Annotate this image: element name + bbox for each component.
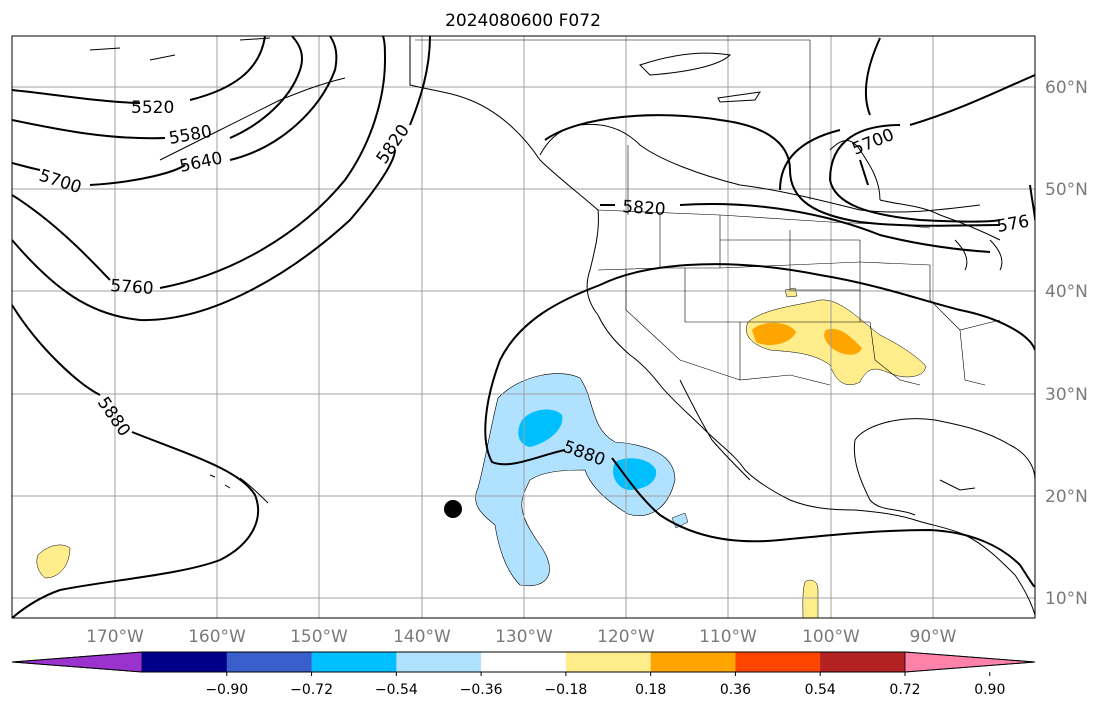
colorbar-tick-label: −0.72: [290, 682, 333, 698]
lon-label: 90°W: [910, 627, 957, 647]
political-borders: [415, 39, 1001, 386]
colorbar-tick-label: 0.18: [635, 682, 666, 698]
lon-label: 170°W: [86, 627, 144, 647]
colorbar-segment: [396, 652, 482, 672]
colorbar-segment: [311, 652, 397, 672]
lat-label: 50°N: [1045, 180, 1088, 200]
colorbar-tick-label: 0.36: [720, 682, 751, 698]
colorbar-segment: [565, 652, 652, 672]
colorbar-segment: [142, 652, 228, 672]
figure-title: 2024080600 F072: [445, 11, 601, 31]
storm-position-marker: [444, 500, 462, 518]
lon-label: 100°W: [802, 627, 860, 647]
lat-label: 10°N: [1045, 589, 1088, 609]
latitude-labels: 60°N 50°N 40°N 30°N 20°N 10°N: [1045, 78, 1088, 609]
contour-label: 5880: [93, 393, 134, 440]
contour-label: 5700: [849, 125, 897, 160]
lat-label: 40°N: [1045, 282, 1088, 302]
contour-label: 576: [995, 212, 1030, 237]
height-contours: [12, 36, 1035, 618]
contour-label: 5760: [110, 276, 155, 299]
contour-label: 5700: [36, 166, 83, 198]
colorbar-tick-label: −0.36: [460, 682, 503, 698]
plot-frame: [11, 35, 1036, 619]
contour-label: 5580: [167, 122, 213, 149]
colorbar-tick-label: 0.72: [889, 682, 920, 698]
colorbar-tick-label: 0.90: [974, 682, 1005, 698]
negative-anomaly-region: [475, 373, 689, 587]
lon-label: 150°W: [290, 627, 348, 647]
lon-label: 110°W: [699, 627, 757, 647]
colorbar-tick-label: −0.18: [544, 682, 587, 698]
colorbar-extend-high: [904, 651, 1036, 673]
colorbar: −0.90 −0.72 −0.54 −0.36 −0.18 0.18 0.36 0.54 0.7…: [11, 651, 1036, 698]
colorbar-segment: [226, 652, 313, 672]
contour-label: 5520: [131, 98, 174, 118]
contour-label: 5820: [622, 197, 667, 220]
colorbar-tick-label: −0.90: [205, 682, 248, 698]
contour-label: 5820: [373, 121, 414, 168]
colorbar-tick-label: −0.54: [375, 682, 418, 698]
lon-label: 160°W: [188, 627, 246, 647]
colorbar-extend-low: [11, 651, 143, 673]
lon-label: 130°W: [495, 627, 553, 647]
graticule: [12, 36, 1035, 618]
lon-label: 140°W: [393, 627, 451, 647]
lat-label: 30°N: [1045, 385, 1088, 405]
colorbar-outline: [11, 651, 1036, 673]
coastlines: [89, 36, 1035, 616]
lat-label: 60°N: [1045, 78, 1088, 98]
colorbar-segment: [735, 652, 821, 672]
colorbar-segment: [481, 652, 567, 672]
positive-anomaly-region: [36, 287, 926, 618]
colorbar-segment: [650, 652, 736, 672]
colorbar-segment: [820, 652, 906, 672]
longitude-labels: 170°W 160°W 150°W 140°W 130°W 120°W 110°…: [86, 627, 957, 647]
colorbar-tick-label: 0.54: [805, 682, 836, 698]
lon-label: 120°W: [597, 627, 655, 647]
lat-label: 20°N: [1045, 487, 1088, 507]
